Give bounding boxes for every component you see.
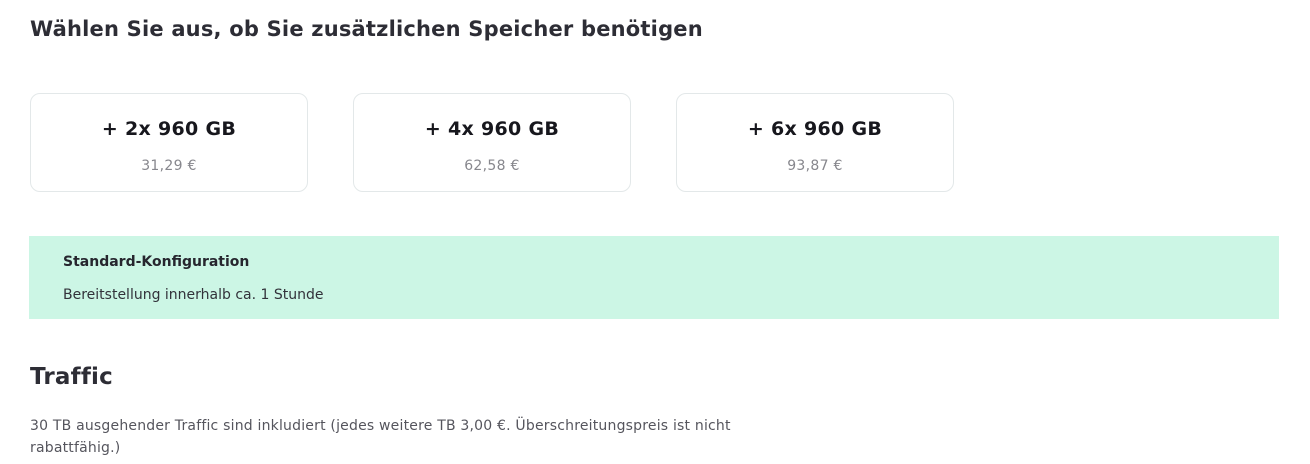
storage-option-label: + 6x 960 GB <box>747 118 883 140</box>
traffic-description-line1: 30 TB ausgehender Traffic sind inkludier… <box>30 418 731 434</box>
storage-option-label: + 4x 960 GB <box>424 118 560 140</box>
storage-option-price: 93,87 € <box>787 158 843 174</box>
storage-config-panel: Wählen Sie aus, ob Sie zusätzlichen Spei… <box>0 17 1310 464</box>
traffic-heading: Traffic <box>30 364 113 390</box>
storage-options-row: + 2x 960 GB 31,29 € + 4x 960 GB 62,58 € … <box>30 93 1310 192</box>
traffic-description-line2: rabattfähig.) <box>30 440 121 456</box>
storage-option-price: 62,58 € <box>464 158 520 174</box>
traffic-description: 30 TB ausgehender Traffic sind inkludier… <box>30 415 790 459</box>
storage-section-heading: Wählen Sie aus, ob Sie zusätzlichen Spei… <box>30 17 703 41</box>
storage-option-card-2x960[interactable]: + 2x 960 GB 31,29 € <box>30 93 308 192</box>
storage-option-card-4x960[interactable]: + 4x 960 GB 62,58 € <box>353 93 631 192</box>
standard-config-banner-title: Standard-Konfiguration <box>63 254 250 270</box>
standard-config-banner: Standard-Konfiguration Bereitstellung in… <box>29 236 1279 319</box>
storage-option-price: 31,29 € <box>141 158 197 174</box>
storage-option-label: + 2x 960 GB <box>101 118 237 140</box>
storage-option-card-6x960[interactable]: + 6x 960 GB 93,87 € <box>676 93 954 192</box>
standard-config-banner-text: Bereitstellung innerhalb ca. 1 Stunde <box>63 287 324 303</box>
